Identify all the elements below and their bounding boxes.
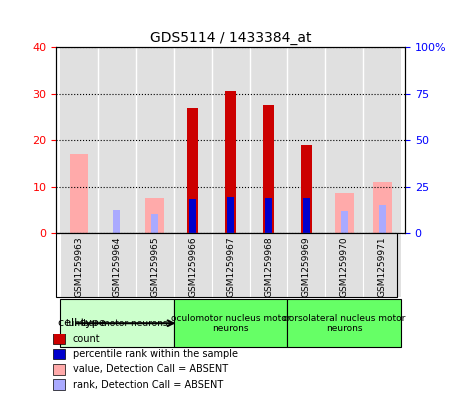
- Bar: [265, 198, 272, 233]
- Bar: [98, 47, 136, 233]
- Bar: [363, 47, 401, 233]
- FancyBboxPatch shape: [136, 233, 174, 297]
- FancyBboxPatch shape: [288, 233, 325, 297]
- Bar: [263, 105, 274, 233]
- Bar: [303, 198, 310, 233]
- Bar: [325, 47, 363, 233]
- Bar: [288, 47, 325, 233]
- Text: GSM1259967: GSM1259967: [226, 236, 235, 297]
- Text: GSM1259968: GSM1259968: [264, 236, 273, 297]
- Text: GSM1259971: GSM1259971: [378, 236, 387, 297]
- FancyBboxPatch shape: [363, 233, 401, 297]
- Text: GSM1259963: GSM1259963: [75, 236, 84, 297]
- Bar: [53, 364, 65, 375]
- Text: cell type: cell type: [58, 318, 106, 328]
- Bar: [341, 211, 348, 233]
- FancyBboxPatch shape: [288, 299, 401, 347]
- Bar: [301, 145, 312, 233]
- Bar: [225, 91, 236, 233]
- Bar: [212, 47, 250, 233]
- Bar: [335, 193, 354, 233]
- Text: GSM1259964: GSM1259964: [112, 236, 122, 297]
- Text: value, Detection Call = ABSENT: value, Detection Call = ABSENT: [73, 364, 228, 375]
- Bar: [53, 380, 65, 390]
- Text: lumbar motor neurons: lumbar motor neurons: [66, 319, 168, 328]
- Text: percentile rank within the sample: percentile rank within the sample: [73, 349, 238, 359]
- FancyBboxPatch shape: [98, 233, 136, 297]
- Text: GSM1259966: GSM1259966: [188, 236, 197, 297]
- FancyBboxPatch shape: [60, 299, 174, 347]
- Title: GDS5114 / 1433384_at: GDS5114 / 1433384_at: [150, 31, 311, 45]
- Text: oculomotor nucleus motor
neurons: oculomotor nucleus motor neurons: [171, 314, 290, 333]
- Text: GSM1259965: GSM1259965: [150, 236, 159, 297]
- Bar: [373, 182, 392, 233]
- Bar: [250, 47, 288, 233]
- Bar: [53, 333, 65, 344]
- Text: dorsolateral nucleus motor
neurons: dorsolateral nucleus motor neurons: [283, 314, 405, 333]
- FancyBboxPatch shape: [250, 233, 288, 297]
- Bar: [60, 47, 98, 233]
- Bar: [113, 210, 120, 233]
- Text: count: count: [73, 334, 100, 344]
- Bar: [151, 215, 158, 233]
- FancyBboxPatch shape: [60, 233, 98, 297]
- Bar: [379, 205, 386, 233]
- Bar: [69, 154, 89, 233]
- Bar: [53, 349, 65, 359]
- Bar: [227, 197, 234, 233]
- FancyBboxPatch shape: [174, 299, 288, 347]
- Bar: [145, 198, 164, 233]
- Bar: [136, 47, 174, 233]
- Bar: [189, 198, 196, 233]
- FancyBboxPatch shape: [325, 233, 363, 297]
- Text: rank, Detection Call = ABSENT: rank, Detection Call = ABSENT: [73, 380, 223, 390]
- FancyBboxPatch shape: [212, 233, 250, 297]
- Bar: [174, 47, 212, 233]
- Text: GSM1259970: GSM1259970: [340, 236, 349, 297]
- Text: GSM1259969: GSM1259969: [302, 236, 311, 297]
- Bar: [187, 108, 198, 233]
- FancyBboxPatch shape: [174, 233, 212, 297]
